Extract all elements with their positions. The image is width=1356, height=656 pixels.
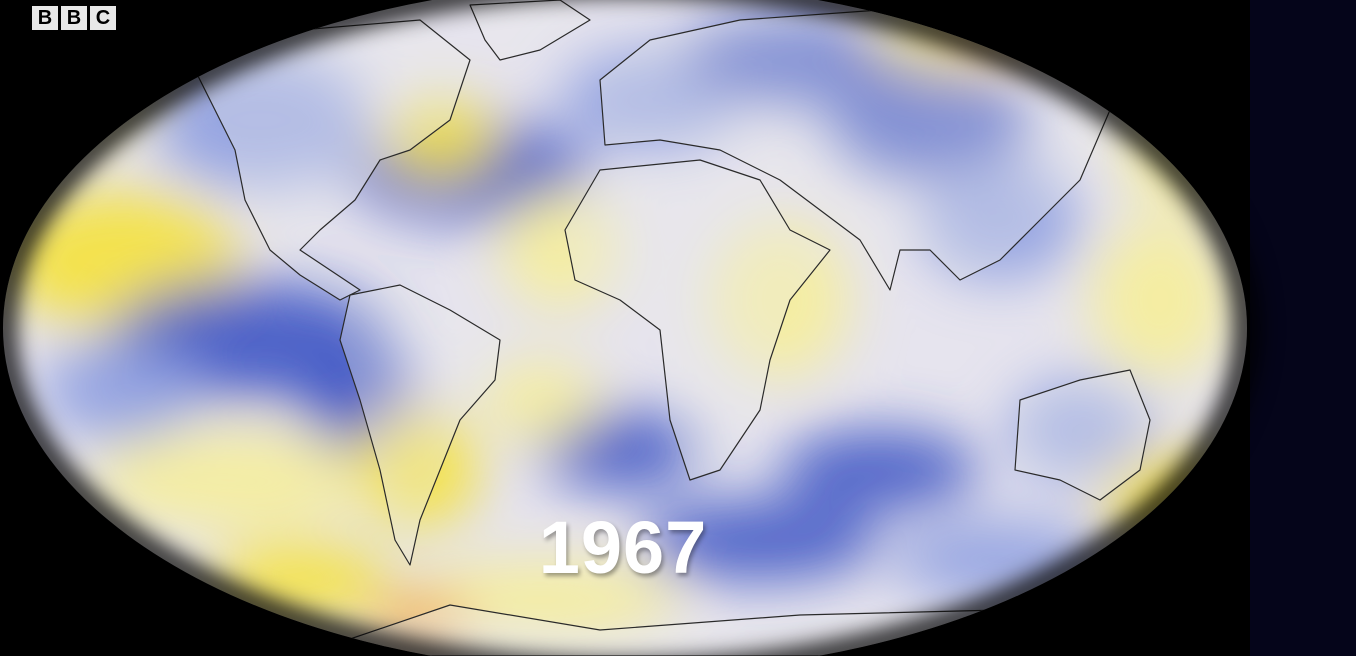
anomaly-blob (780, 430, 980, 510)
anomaly-blob (40, 340, 200, 440)
greenland (469, 0, 591, 61)
africa (564, 159, 831, 481)
anomaly-blob (1010, 380, 1150, 480)
anomaly-blob (500, 190, 620, 310)
anomaly-blob (380, 100, 500, 180)
anomaly-blob (1090, 220, 1230, 380)
anomaly-blob (830, 60, 1030, 180)
anomaly-blob (90, 430, 370, 530)
logo-letter: B (61, 6, 87, 30)
side-strip (1250, 0, 1356, 656)
north-america (189, 19, 471, 301)
south-america (339, 284, 501, 566)
bbc-logo: B B C (32, 6, 116, 30)
continents (189, 0, 1151, 656)
logo-letter: C (90, 6, 116, 30)
australia (1014, 369, 1151, 501)
anomaly-blob (480, 360, 600, 440)
anomaly-blob (920, 160, 1080, 280)
anomaly-blob (360, 410, 480, 530)
anomaly-blob (640, 500, 880, 580)
anomaly-blob (540, 410, 700, 490)
anomaly-blob (370, 595, 470, 645)
year-label: 1967 (538, 506, 708, 589)
anomaly-blob (710, 220, 850, 380)
vignette (0, 0, 1258, 656)
logo-letter: B (32, 6, 58, 30)
